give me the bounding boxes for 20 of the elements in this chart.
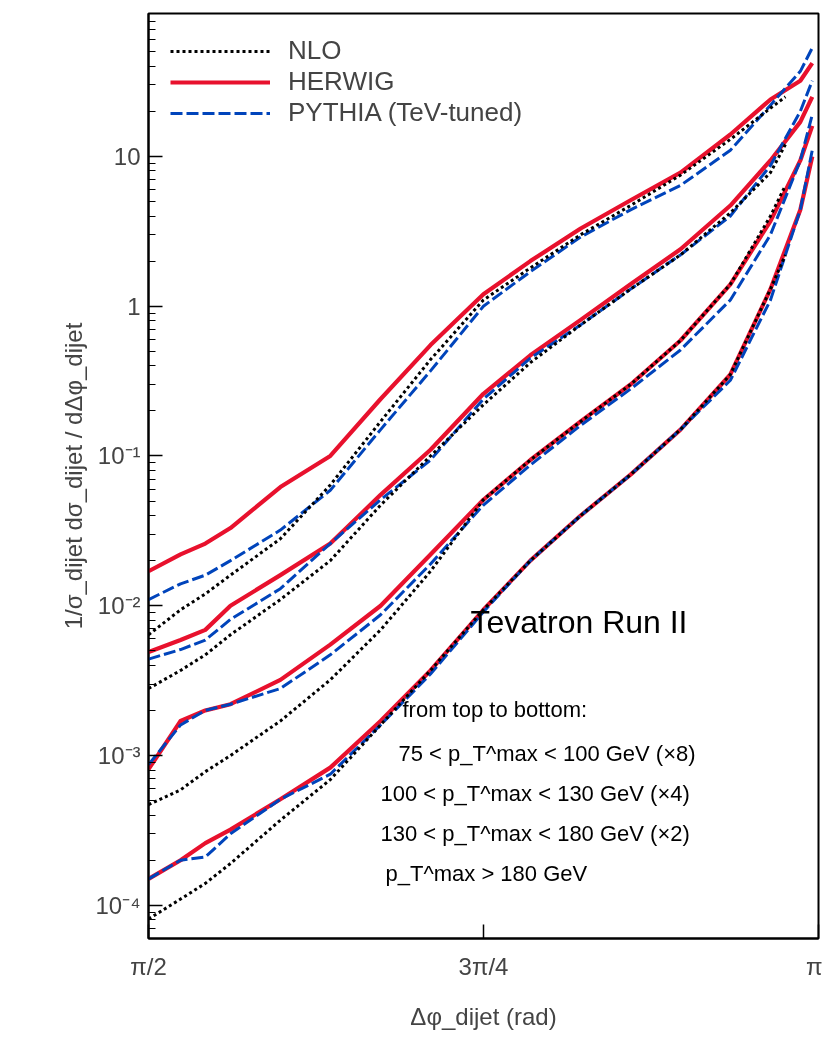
annotation: from top to bottom: [402, 696, 588, 722]
x-tick-label: π/2 [130, 952, 167, 980]
annotation: 100 < p_T^max < 130 GeV (×4) [380, 780, 690, 806]
legend-label: PYTHIA (TeV-tuned) [288, 97, 523, 128]
y-tick-label: 10 [113, 142, 141, 170]
annotation: Tevatron Run II [470, 603, 688, 640]
y-tick-label: 10⁻² [97, 592, 141, 620]
x-axis-title: Δφ_dijet (rad) [410, 1002, 557, 1030]
x-tick-label: 3π/4 [458, 952, 509, 980]
y-tick-label: 10⁻³ [97, 742, 141, 769]
legend-label: HERWIG [288, 66, 395, 97]
y-axis-title: 1/σ_dijet dσ_dijet / dΔφ_dijet [60, 322, 88, 630]
x-tick-label: π [805, 952, 822, 980]
y-tick-label: 1 [127, 292, 141, 320]
annotation: p_T^max > 180 GeV [385, 860, 588, 886]
y-tick-label: 10⁻¹ [97, 442, 141, 470]
y-tick-label: 10⁻⁴ [95, 891, 141, 919]
legend-label: NLO [288, 35, 342, 66]
annotation: 130 < p_T^max < 180 GeV (×2) [380, 820, 690, 846]
annotation: 75 < p_T^max < 100 GeV (×8) [398, 740, 696, 766]
